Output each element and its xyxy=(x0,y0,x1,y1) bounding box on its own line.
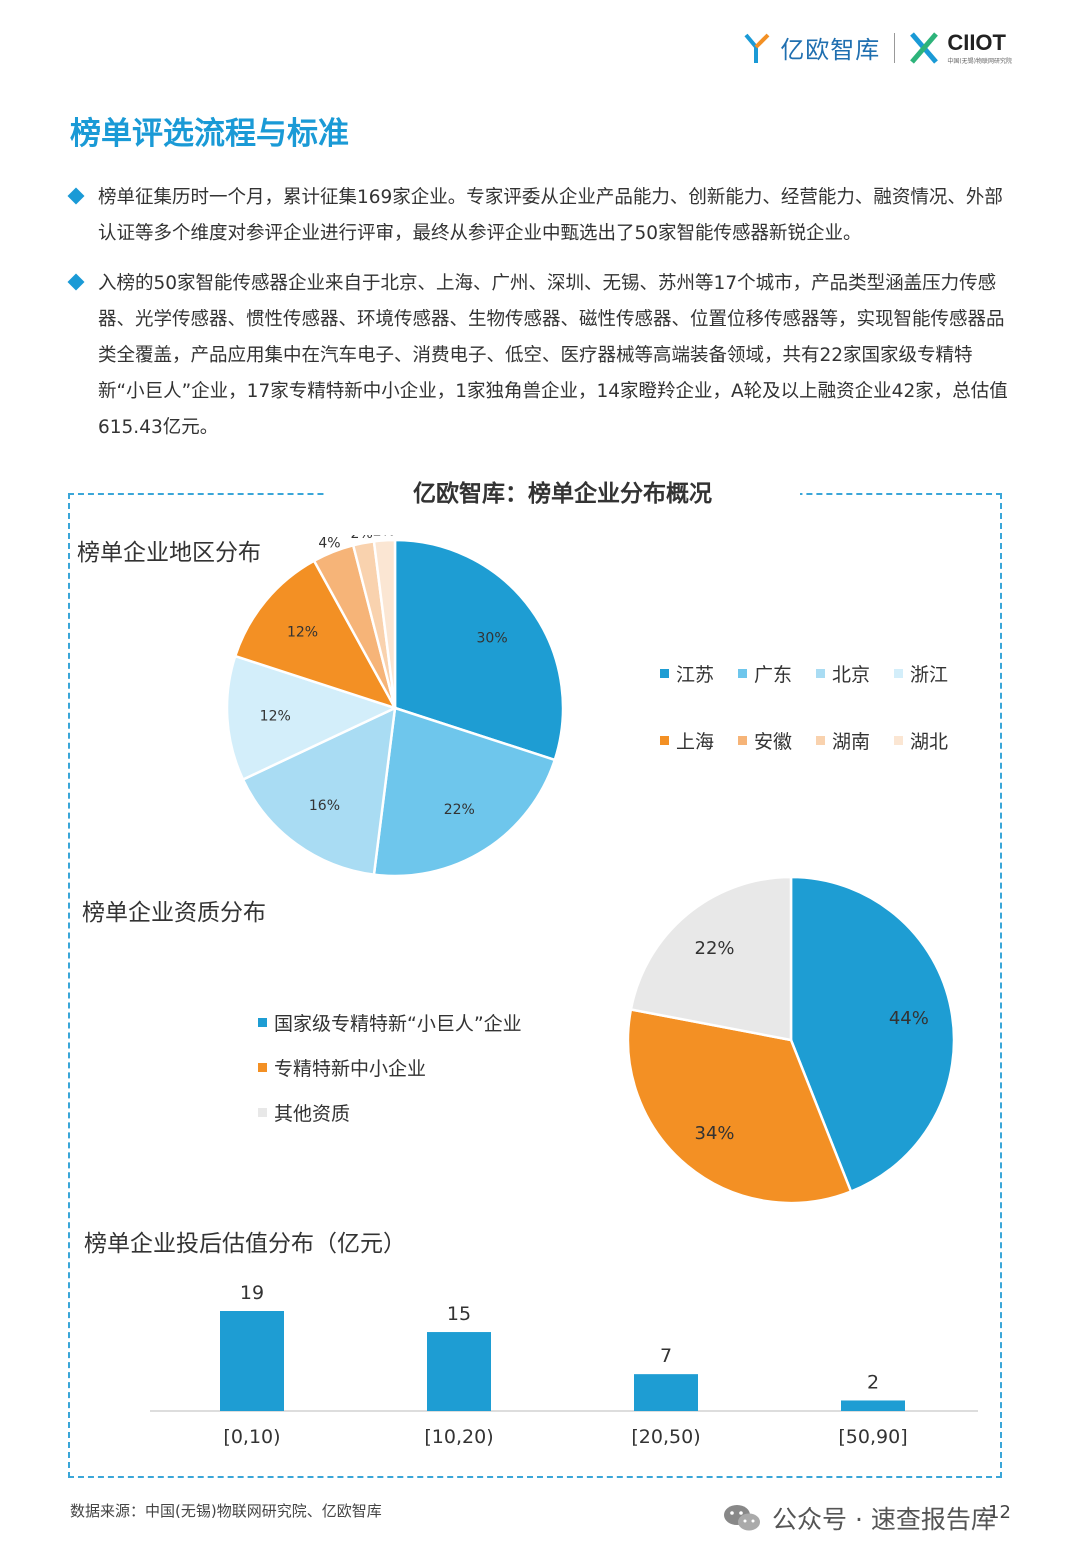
pie-data-label: 22% xyxy=(695,938,735,959)
pie-slice xyxy=(626,1007,853,1205)
category-tick-label: [20,50) xyxy=(631,1426,700,1448)
pie-data-label: 30% xyxy=(477,630,508,646)
bar-value-label: 2 xyxy=(867,1371,879,1393)
legend-item-hunan: 湖南 xyxy=(816,727,894,754)
partner-name: CIIOT xyxy=(947,30,1006,55)
bar-value-label: 15 xyxy=(447,1303,471,1325)
valuation-bar-chart: 19 [0,10) 15 [10,20) 7 [20,50) 2 [50,90] xyxy=(150,1282,978,1448)
legend-item-guangdong: 广东 xyxy=(738,660,816,687)
legend-swatch xyxy=(660,669,669,678)
legend-item-jiangsu: 江苏 xyxy=(660,660,738,687)
category-tick-label: [0,10) xyxy=(223,1426,280,1448)
legend-swatch xyxy=(738,669,747,678)
legend-item-shanghai: 上海 xyxy=(660,727,738,754)
pie-data-label: 44% xyxy=(889,1008,929,1029)
bar xyxy=(841,1400,905,1411)
legend-item-other: 其他资质 xyxy=(258,1098,522,1126)
header-logo: 亿欧智库 CIIOT 中国(无锡)物联网研究院 xyxy=(744,30,1012,65)
legend-item-zhejiang: 浙江 xyxy=(894,660,972,687)
diamond-bullet-icon xyxy=(67,273,85,291)
pie-data-label: 12% xyxy=(260,708,291,724)
page-number: 12 xyxy=(988,1502,1011,1523)
bar-value-label: 19 xyxy=(240,1282,264,1304)
qualification-pie-chart: 44% 34% 22% xyxy=(626,875,956,1205)
bar xyxy=(634,1374,698,1411)
pie-slice xyxy=(241,705,397,877)
legend-item-hubei: 湖北 xyxy=(894,727,972,754)
legend-swatch xyxy=(660,736,669,745)
data-source: 数据来源：中国(无锡)物联网研究院、亿欧智库 xyxy=(70,1502,382,1520)
pie-data-label: 22% xyxy=(444,802,475,818)
wechat-text: 公众号 · 速查报告库 xyxy=(772,1505,996,1534)
pie-slice xyxy=(393,538,565,762)
legend-swatch xyxy=(816,736,825,745)
bar xyxy=(220,1311,284,1411)
legend-swatch xyxy=(894,736,903,745)
bullet-text: 榜单征集历时一个月，累计征集169家企业。专家评委从企业产品能力、创新能力、经营… xyxy=(98,187,1003,244)
pie-data-label: 2% xyxy=(373,535,395,539)
legend-item-beijing: 北京 xyxy=(816,660,894,687)
legend-item-national: 国家级专精特新“小巨人”企业 xyxy=(258,1008,522,1036)
pie-slice xyxy=(789,875,956,1194)
pie-slice xyxy=(629,875,793,1042)
yiou-logo-icon xyxy=(744,33,770,63)
bullet-list: 榜单征集历时一个月，累计征集169家企业。专家评委从企业产品能力、创新能力、经营… xyxy=(67,180,1015,460)
legend-swatch xyxy=(738,736,747,745)
ciiot-logo-icon xyxy=(910,31,939,64)
legend-item-anhui: 安徽 xyxy=(738,727,816,754)
legend-swatch xyxy=(258,1107,267,1117)
category-tick-label: [10,20) xyxy=(424,1426,493,1448)
legend-swatch xyxy=(816,669,825,678)
region-chart-title: 榜单企业地区分布 xyxy=(77,540,261,566)
legend-item-specialized: 专精特新中小企业 xyxy=(258,1053,522,1081)
panel-title: 亿欧智库：榜单企业分布概况 xyxy=(325,478,800,510)
bullet-item: 榜单征集历时一个月，累计征集169家企业。专家评委从企业产品能力、创新能力、经营… xyxy=(67,180,1015,252)
pie-data-label: 2% xyxy=(351,535,373,542)
wechat-watermark: 公众号 · 速查报告库 xyxy=(722,1500,996,1536)
bullet-item: 入榜的50家智能传感器企业来自于北京、上海、广州、深圳、无锡、苏州等17个城市，… xyxy=(67,266,1015,446)
bar xyxy=(427,1332,491,1411)
pie-slice xyxy=(225,654,399,782)
wechat-icon xyxy=(724,1505,760,1531)
legend-swatch xyxy=(258,1017,267,1027)
logo-divider xyxy=(894,32,896,63)
partner-subtitle: 中国(无锡)物联网研究院 xyxy=(947,58,1012,65)
pie-data-label: 12% xyxy=(287,624,318,640)
brand-name: 亿欧智库 xyxy=(780,36,881,64)
pie-slice xyxy=(372,538,397,709)
qualification-chart-title: 榜单企业资质分布 xyxy=(82,900,266,926)
pie-data-label: 4% xyxy=(318,535,340,551)
bullet-text: 入榜的50家智能传感器企业来自于北京、上海、广州、深圳、无锡、苏州等17个城市，… xyxy=(98,273,1008,438)
qualification-legend: 国家级专精特新“小巨人”企业 专精特新中小企业 其他资质 xyxy=(258,1008,522,1143)
legend-swatch xyxy=(258,1062,267,1072)
category-tick-label: [50,90] xyxy=(838,1426,907,1448)
legend-swatch xyxy=(894,669,903,678)
pie-slice xyxy=(372,706,557,878)
pie-data-label: 34% xyxy=(695,1123,735,1144)
pie-data-label: 16% xyxy=(309,798,340,814)
diamond-bullet-icon xyxy=(67,187,85,205)
bar-value-label: 7 xyxy=(660,1345,672,1367)
pie-slice xyxy=(233,559,398,711)
page-title: 榜单评选流程与标准 xyxy=(70,116,349,152)
region-pie-chart: 30% 22% 16% 12% 12% 4% 2%2% xyxy=(225,535,565,878)
valuation-chart-title: 榜单企业投后估值分布（亿元） xyxy=(84,1231,406,1257)
region-legend: 江苏 广东 北京 浙江 上海 安徽 湖南 湖北 xyxy=(660,660,980,794)
